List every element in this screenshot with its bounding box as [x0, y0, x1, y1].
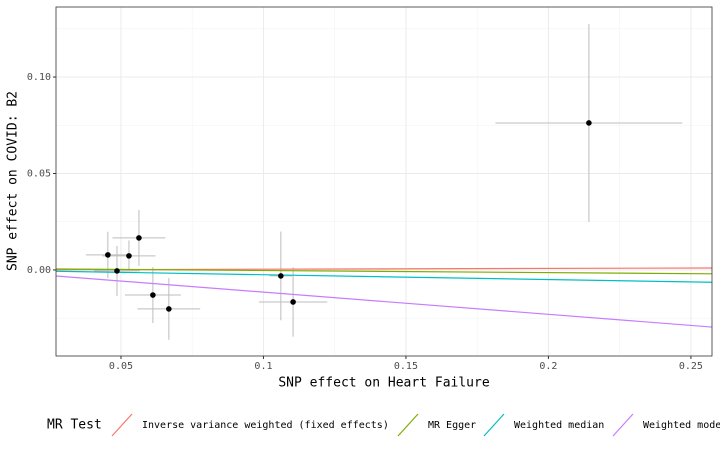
legend-label: MR Egger	[428, 420, 476, 431]
y-tick-label: 0.05	[27, 168, 51, 179]
legend-key	[111, 413, 133, 437]
point	[278, 273, 284, 279]
y-tick-label: 0.00	[27, 265, 51, 276]
point	[166, 306, 172, 312]
y-axis-title: SNP effect on COVID: B2	[6, 91, 21, 271]
legend-key	[483, 413, 505, 437]
panel	[56, 7, 712, 356]
legend-label: Weighted mode	[643, 420, 720, 431]
point	[126, 253, 132, 259]
point	[105, 252, 111, 258]
x-tick-label: 0.2	[539, 361, 557, 372]
mr-line	[56, 275, 712, 328]
legend-key	[612, 413, 634, 437]
legend-label: Inverse variance weighted (fixed effects…	[142, 420, 389, 431]
legend-key	[397, 413, 419, 437]
point	[136, 235, 142, 241]
y-tick-label: 0.10	[27, 72, 51, 83]
legend-title: MR Test	[47, 418, 102, 433]
x-tick-label: 0.15	[394, 361, 418, 372]
point	[290, 299, 296, 305]
mr-line	[56, 268, 712, 275]
point	[114, 268, 120, 274]
x-tick-label: 0.1	[254, 361, 272, 372]
plot-area	[56, 23, 712, 340]
panel-border	[55, 6, 713, 357]
legend-label: Weighted median	[514, 420, 604, 431]
point	[586, 120, 592, 126]
x-tick-label: 0.05	[109, 361, 133, 372]
mr-line	[56, 270, 712, 283]
x-axis-title: SNP effect on Heart Failure	[278, 376, 489, 391]
x-tick-label: 0.25	[679, 361, 703, 372]
point	[150, 292, 156, 298]
